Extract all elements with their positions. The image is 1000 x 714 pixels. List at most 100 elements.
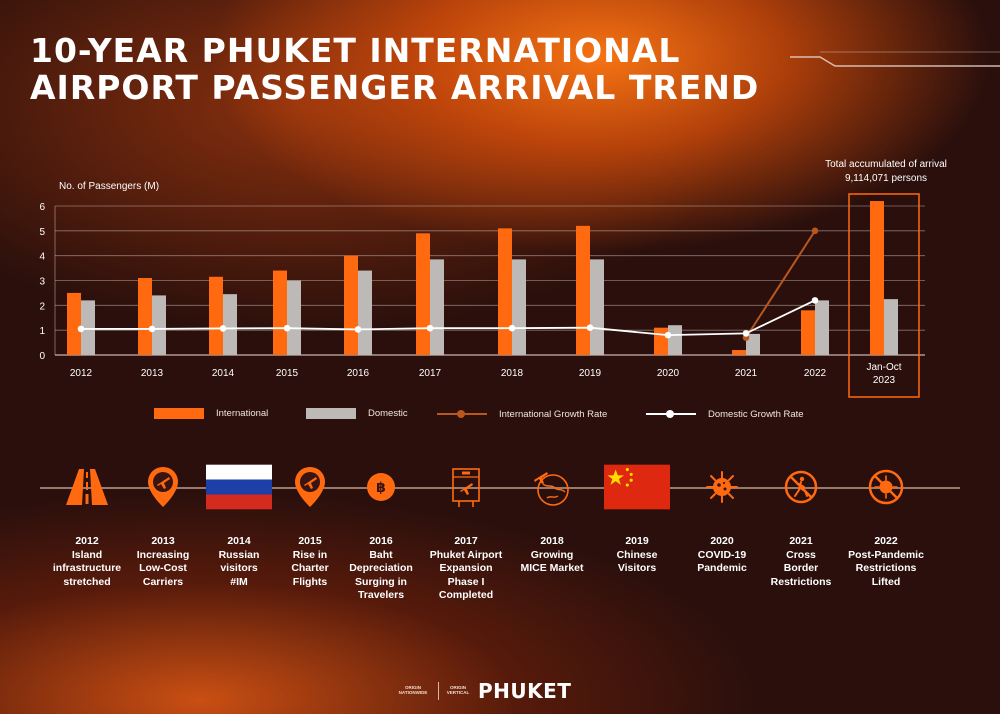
timeline-axis [40,487,960,489]
legend-item-domestic: Domestic [306,408,408,419]
point-domestic-growth [354,326,362,333]
event-line: Rise in [292,548,328,561]
legend-swatch-international [154,408,204,419]
bar-international [344,255,358,355]
bar-domestic [746,333,760,355]
bar-international [870,201,884,355]
bar-international [273,270,287,355]
passenger-arrival-chart: 0 1 2 3 4 5 6 2012 2013 2014 2015 2016 2017 2018 2019 2… [39,159,947,398]
event-line: Border [783,562,819,574]
x-tick-label: 2015 [276,368,299,379]
x-tick-label: 2012 [70,368,93,379]
bar-international [416,233,430,355]
timeline-event-2014: 2014 Russian visitors #IM [197,455,281,589]
timeline-event-2018: 2018 Growing MICE Market [510,455,594,576]
x-tick-label: 2019 [579,368,602,379]
event-line: Carriers [142,575,184,588]
legend-label: International Growth Rate [499,408,608,420]
event-line: Restrictions [770,575,832,588]
chart-lines [77,227,819,341]
event-line: 2021 [789,535,813,547]
chart-bars [67,201,898,355]
point-domestic-growth [664,331,672,339]
event-line: Russian [218,548,260,561]
china-flag-icon [604,455,670,519]
road-icon [54,455,120,519]
legend-swatch-domestic [306,408,356,419]
timeline-event-2022: 2022 Post-Pandemic Restrictions Lifted [844,455,928,589]
y-tick-label: 6 [39,202,45,213]
bar-international [576,225,590,355]
bar-domestic [358,270,372,355]
legend-item-international: International [154,408,268,419]
event-line: #IM [230,575,248,588]
bar-domestic [287,280,301,355]
title-line-1: 10-YEAR PHUKET INTERNATIONAL [30,31,681,70]
legend-item-domestic-growth: Domestic Growth Rate [646,408,804,420]
y-tick-label: 3 [39,277,45,288]
timeline-event-2017: 2017 Phuket Airport Expansion Phase I Co… [424,455,508,603]
timeline-event-2013: 2013 Increasing Low-Cost Carriers [121,455,205,589]
bar-domestic [668,325,682,355]
logo-text: NATIONWIDE [398,690,428,695]
y-tick-label: 2 [39,301,45,312]
location-plane-pin-icon [277,455,343,519]
point-international-growth [811,227,819,235]
airport-sign-icon [433,455,499,519]
x-tick-label: 2016 [347,368,370,379]
x-tick-label: 2020 [657,368,680,379]
point-domestic-growth [742,330,750,337]
legend-line-domestic-growth [646,408,696,420]
bar-domestic [512,259,526,355]
legend-label: International [216,408,269,419]
bar-domestic [430,259,444,355]
globe-plane-icon [519,455,585,519]
x-tick-label: 2017 [419,368,442,379]
event-line: MICE Market [520,562,584,574]
event-line: Flights [292,575,328,588]
virus-icon [689,455,755,519]
bar-domestic [815,300,829,355]
legend-item-international-growth: International Growth Rate [437,408,607,420]
y-axis-label: No. of Passengers (M) [59,181,159,192]
event-line: Travelers [357,589,405,601]
legend-line-international-growth [437,408,487,420]
event-line: Growing [530,548,574,561]
event-line: Expansion [439,562,493,574]
y-tick-label: 1 [39,326,45,337]
x-tick-label: 2014 [212,368,235,379]
y-tick-label: 4 [39,252,45,263]
annotation-line-2: 9,114,071 persons [845,173,927,184]
event-line: Surging in [355,575,407,588]
event-line: 2016 [369,535,393,547]
timeline-event-2015: 2015 Rise in Charter Flights [268,455,352,589]
page-title: 10-YEAR PHUKET INTERNATIONAL AIRPORT PAS… [30,32,759,106]
event-line: Phase I [447,575,485,588]
event-line: 2022 [874,535,898,547]
legend-label: Domestic Growth Rate [708,408,804,420]
x-tick-label: 2013 [141,368,164,379]
event-line: 2017 [454,535,478,547]
event-line: 2015 [298,535,322,547]
timeline-event-2019: 2019 Chinese Visitors [595,455,679,576]
event-line: Baht [369,548,393,561]
event-line: 2012 [75,535,99,547]
event-line: 2014 [227,535,251,547]
event-line: infrastructure [52,562,122,574]
legend-label: Domestic [368,408,408,419]
footer-divider [438,682,439,700]
no-crossing-icon [768,455,834,519]
timeline-event-2012: 2012 Island infrastructure stretched [45,455,129,589]
bar-domestic [223,294,237,355]
y-tick-label: 5 [39,227,45,238]
timeline-event-2020: 2020 COVID-19 Pandemic [680,455,764,576]
highlight-box-2023 [848,193,920,398]
event-line: Increasing [136,548,190,561]
phuket-brand: PHUKET [478,679,572,703]
chart-legend: International Domestic International Gro… [0,404,1000,428]
chart-gridlines [54,205,925,356]
line-international-growth [745,230,816,339]
title-line-2: AIRPORT PASSENGER ARRIVAL TREND [30,68,760,107]
bar-domestic [590,259,604,355]
